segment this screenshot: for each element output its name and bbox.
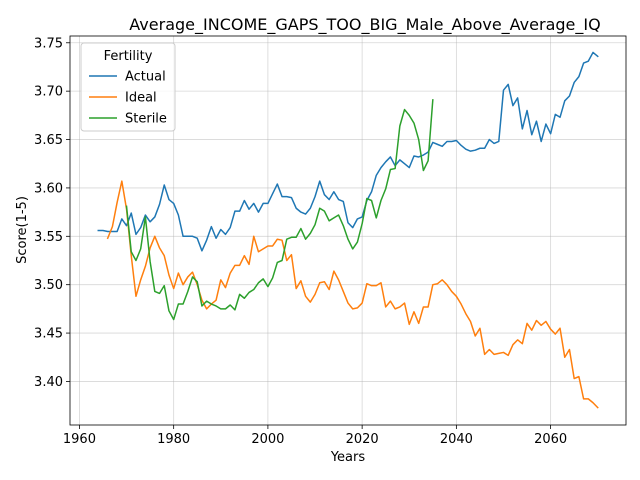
x-tick-label: 2020 [346, 432, 379, 447]
legend-title: Fertility [104, 49, 153, 64]
series-lines [97, 51, 599, 409]
series-line-sterile [125, 99, 434, 321]
y-tick-label: 3.65 [34, 133, 63, 148]
plot-frame [69, 35, 627, 426]
y-axis-title: Score(1-5) [15, 196, 30, 264]
legend-box [80, 42, 176, 132]
legend: Fertility Actual Ideal Sterile [80, 42, 176, 132]
series-line-actual [97, 51, 599, 252]
y-tick-label: 3.50 [34, 278, 63, 293]
x-tick-label: 1980 [157, 432, 190, 447]
y-tick-label: 3.55 [34, 230, 63, 245]
y-tick-label: 3.60 [34, 181, 63, 196]
legend-entry-label: Ideal [125, 91, 157, 106]
x-tick-label: 1960 [63, 432, 96, 447]
y-tick-label: 3.70 [34, 85, 63, 100]
axis-ticks: 1960 1980 2000 2020 2040 2060 3.40 3.45 3.50 3.55… [34, 36, 567, 447]
x-tick-label: 2040 [440, 432, 473, 447]
y-tick-label: 3.45 [34, 327, 63, 342]
y-tick-label: 3.75 [34, 36, 63, 51]
y-tick-label: 3.40 [34, 375, 63, 390]
x-tick-label: 2000 [251, 432, 284, 447]
legend-entry-label: Sterile [125, 112, 167, 127]
chart-title: Average_INCOME_GAPS_TOO_BIG_Male_Above_A… [129, 15, 600, 35]
x-tick-label: 2060 [534, 432, 567, 447]
series-line-ideal [106, 180, 599, 409]
legend-entry-label: Actual [125, 70, 166, 85]
x-axis-title: Years [330, 450, 366, 465]
